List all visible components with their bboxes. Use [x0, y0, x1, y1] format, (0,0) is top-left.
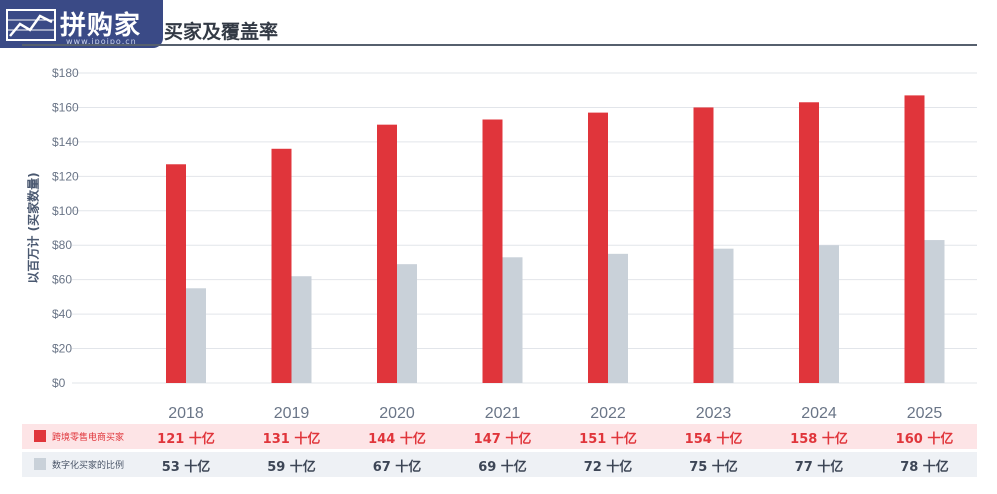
y-tick-label: $60: [52, 273, 72, 287]
legend-label-digital: 数字化买家的比例: [52, 461, 125, 471]
bar-cross-border: [377, 124, 397, 384]
title-divider: [22, 44, 977, 46]
bar-digital: [608, 253, 628, 383]
bar-digital: [397, 264, 417, 383]
table-cell: 160 十亿: [895, 432, 954, 447]
legend-swatch-gray: [34, 458, 46, 470]
bar-cross-border: [588, 112, 608, 383]
bar-cross-border: [904, 95, 925, 383]
legend-swatch-red: [34, 430, 46, 442]
y-tick-label: $20: [52, 342, 72, 356]
y-tick-label: $80: [52, 238, 72, 252]
brand-logo: 拼购家 www.ipoipo.cn: [0, 0, 163, 48]
bar-cross-border: [482, 119, 503, 383]
table-cell: 151 十亿: [579, 432, 637, 447]
y-tick-label: $180: [52, 66, 79, 80]
bar-cross-border: [271, 148, 292, 383]
bar-chart: $0 $20 $40 $60 $80 $100 $120 $140 $160 $180 2018 20…: [52, 66, 977, 422]
x-tick-label: 2023: [696, 405, 732, 422]
logo-text: 拼购家: [60, 11, 142, 41]
x-tick-label: 2020: [379, 405, 415, 422]
logo-url: www.ipoipo.cn: [66, 37, 137, 46]
table-cell: 78 十亿: [900, 460, 949, 475]
bar-digital: [924, 240, 945, 383]
table-cell: 144 十亿: [368, 432, 426, 447]
bar-digital: [186, 288, 206, 383]
table-cell: 75 十亿: [689, 460, 738, 475]
x-tick-label: 2022: [590, 405, 626, 422]
table-cell: 67 十亿: [372, 460, 422, 475]
bar-cross-border: [799, 102, 819, 384]
table-cell: 69 十亿: [478, 460, 527, 475]
y-tick-label: $0: [52, 376, 66, 390]
x-tick-label: 2019: [274, 405, 310, 422]
table-cell: 53 十亿: [161, 460, 211, 475]
bar-digital: [713, 248, 734, 383]
y-tick-label: $160: [52, 100, 79, 114]
table-cell: 131 十亿: [262, 432, 321, 447]
table-cell: 121 十亿: [157, 432, 215, 447]
bar-cross-border: [166, 164, 186, 383]
x-tick-label: 2024: [801, 405, 837, 422]
table-row-cross-border-buyers: 跨境零售电商买家 121 十亿 131 十亿 144 十亿 147 十亿 151 十亿 1…: [22, 424, 977, 449]
table-cell: 147 十亿: [473, 432, 532, 447]
x-tick-label: 2018: [168, 405, 204, 422]
bar-digital: [819, 245, 839, 383]
page-title: 买家及覆盖率: [164, 21, 279, 43]
table-row-digital-buyers: 数字化买家的比例 53 十亿 59 十亿 67 十亿 69 十亿 72 十亿 75 十亿 7…: [22, 452, 977, 477]
table-cell: 154 十亿: [684, 432, 743, 447]
x-tick-label: 2021: [485, 405, 521, 422]
y-tick-label: $40: [52, 307, 72, 321]
bar-cross-border: [693, 107, 714, 383]
table-cell: 77 十亿: [794, 460, 844, 475]
y-tick-label: $140: [52, 135, 79, 149]
y-tick-label: $100: [52, 204, 79, 218]
bar-digital: [502, 257, 523, 383]
x-tick-label: 2025: [907, 405, 943, 422]
legend-label-cross-border: 跨境零售电商买家: [52, 433, 125, 443]
table-cell: 59 十亿: [267, 460, 316, 475]
table-cell: 158 十亿: [790, 432, 848, 447]
bar-digital: [291, 276, 312, 383]
table-cell: 72 十亿: [583, 460, 633, 475]
y-tick-label: $120: [52, 169, 79, 183]
chart-logo-icon: [6, 9, 56, 41]
